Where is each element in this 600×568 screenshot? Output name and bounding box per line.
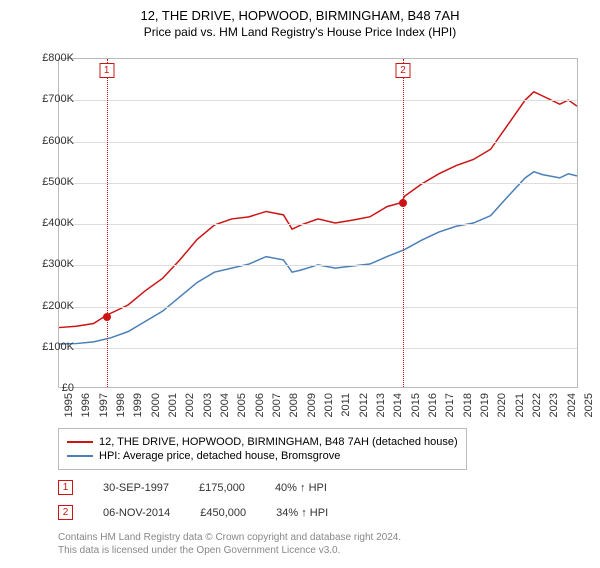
marker-info-row: 1 30-SEP-1997 £175,000 40% ↑ HPI (58, 480, 327, 495)
marker-date-1: 30-SEP-1997 (103, 482, 169, 494)
y-axis-label: £700K (24, 93, 74, 105)
x-axis-label: 2000 (150, 393, 162, 417)
marker-badge-1: 1 (58, 480, 73, 495)
chart-footer: Contains HM Land Registry data © Crown c… (58, 531, 401, 557)
x-axis-label: 2019 (479, 393, 491, 417)
y-axis-label: £500K (24, 176, 74, 188)
gridline (59, 348, 577, 349)
marker-delta-2: 34% ↑ HPI (276, 507, 328, 519)
y-axis-label: £600K (24, 135, 74, 147)
chart-container: 12, THE DRIVE, HOPWOOD, BIRMINGHAM, B48 … (0, 8, 600, 568)
x-axis-label: 2018 (462, 393, 474, 417)
x-axis-label: 2008 (288, 393, 300, 417)
x-axis-label: 2025 (583, 393, 595, 417)
y-axis-label: £800K (24, 52, 74, 64)
x-axis-label: 2020 (496, 393, 508, 417)
series-line-2 (59, 172, 577, 344)
x-axis-label: 2001 (167, 393, 179, 417)
x-axis-label: 2006 (254, 393, 266, 417)
x-axis-label: 1995 (63, 393, 75, 417)
x-axis-label: 2013 (375, 393, 387, 417)
marker-dot (399, 199, 407, 207)
x-axis-label: 2009 (306, 393, 318, 417)
x-axis-label: 2012 (358, 393, 370, 417)
x-axis-label: 2021 (514, 393, 526, 417)
gridline (59, 142, 577, 143)
x-axis-label: 1998 (115, 393, 127, 417)
x-axis-label: 2005 (236, 393, 248, 417)
legend-label-1: 12, THE DRIVE, HOPWOOD, BIRMINGHAM, B48 … (99, 436, 458, 448)
chart-lines-svg (59, 59, 577, 387)
x-axis-label: 2004 (219, 393, 231, 417)
y-axis-label: £0 (24, 382, 74, 394)
x-axis-label: 2014 (392, 393, 404, 417)
marker-chip: 2 (396, 63, 411, 78)
marker-dot (103, 313, 111, 321)
chart-legend: 12, THE DRIVE, HOPWOOD, BIRMINGHAM, B48 … (58, 428, 467, 470)
marker-price-1: £175,000 (199, 482, 245, 494)
gridline (59, 307, 577, 308)
series-line-1 (59, 92, 577, 328)
marker-price-2: £450,000 (200, 507, 246, 519)
chart-subtitle: Price paid vs. HM Land Registry's House … (0, 25, 600, 39)
marker-date-2: 06-NOV-2014 (103, 507, 170, 519)
x-axis-label: 2024 (566, 393, 578, 417)
marker-vline (403, 59, 404, 387)
legend-swatch-2 (67, 455, 93, 457)
y-axis-label: £300K (24, 258, 74, 270)
x-axis-label: 2003 (202, 393, 214, 417)
x-axis-label: 2007 (271, 393, 283, 417)
marker-vline (107, 59, 108, 387)
marker-chip: 1 (99, 63, 114, 78)
legend-item: HPI: Average price, detached house, Brom… (67, 450, 458, 462)
x-axis-label: 2022 (531, 393, 543, 417)
gridline (59, 224, 577, 225)
x-axis-label: 2010 (323, 393, 335, 417)
x-axis-label: 1999 (132, 393, 144, 417)
chart-title: 12, THE DRIVE, HOPWOOD, BIRMINGHAM, B48 … (0, 8, 600, 23)
x-axis-label: 2015 (410, 393, 422, 417)
x-axis-label: 2011 (340, 393, 352, 417)
x-axis-label: 1997 (98, 393, 110, 417)
gridline (59, 265, 577, 266)
y-axis-label: £100K (24, 341, 74, 353)
marker-info-row: 2 06-NOV-2014 £450,000 34% ↑ HPI (58, 505, 328, 520)
legend-swatch-1 (67, 441, 93, 443)
footer-line-2: This data is licensed under the Open Gov… (58, 544, 401, 557)
x-axis-label: 2016 (427, 393, 439, 417)
x-axis-label: 2002 (184, 393, 196, 417)
x-axis-label: 2017 (444, 393, 456, 417)
x-axis-label: 1996 (80, 393, 92, 417)
y-axis-label: £200K (24, 300, 74, 312)
marker-delta-1: 40% ↑ HPI (275, 482, 327, 494)
legend-label-2: HPI: Average price, detached house, Brom… (99, 450, 340, 462)
legend-item: 12, THE DRIVE, HOPWOOD, BIRMINGHAM, B48 … (67, 436, 458, 448)
gridline (59, 183, 577, 184)
y-axis-label: £400K (24, 217, 74, 229)
footer-line-1: Contains HM Land Registry data © Crown c… (58, 531, 401, 544)
x-axis-label: 2023 (548, 393, 560, 417)
gridline (59, 100, 577, 101)
chart-plot-area: 1995199619971998199920002001200220032004… (58, 58, 578, 388)
marker-badge-2: 2 (58, 505, 73, 520)
